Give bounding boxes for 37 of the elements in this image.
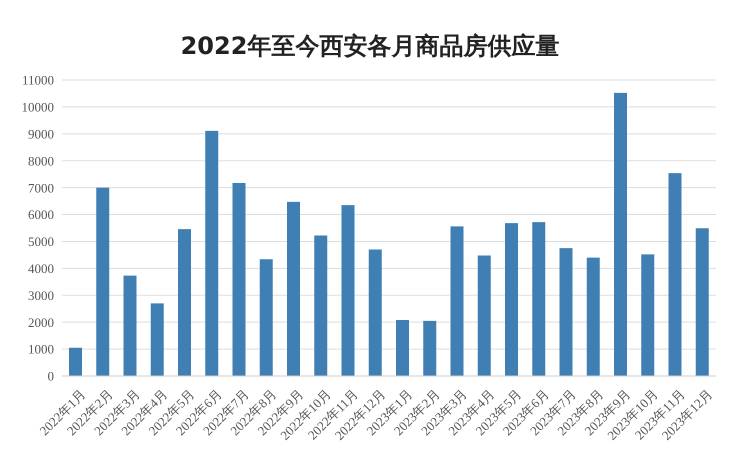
y-tick-label: 4000 xyxy=(28,260,54,276)
bar xyxy=(178,229,191,376)
bar xyxy=(423,320,436,376)
bar xyxy=(614,92,627,376)
bar xyxy=(232,183,246,376)
y-tick-label: 3000 xyxy=(28,288,54,303)
y-tick-label: 6000 xyxy=(28,207,54,222)
bar xyxy=(450,226,464,376)
bar xyxy=(668,173,682,376)
bar xyxy=(696,228,709,376)
y-tick-label: 9000 xyxy=(28,126,54,142)
y-tick-label: 10000 xyxy=(22,100,54,115)
chart-title: 2022年至今西安各月商品房供应量 xyxy=(180,31,560,60)
bar xyxy=(505,223,518,376)
y-tick-label: 2000 xyxy=(28,314,54,330)
bar xyxy=(287,202,300,376)
y-tick-label: 5000 xyxy=(28,234,54,250)
bar xyxy=(342,205,354,376)
y-tick-label: 8000 xyxy=(28,153,54,168)
bar xyxy=(560,248,572,376)
bar xyxy=(96,188,110,376)
bar xyxy=(205,130,218,376)
y-tick-label: 1000 xyxy=(28,342,54,357)
bar xyxy=(396,320,409,376)
bar xyxy=(478,255,491,376)
y-tick-label: 0 xyxy=(48,368,54,384)
y-tick-label: 7000 xyxy=(28,180,54,196)
bar xyxy=(368,250,382,376)
bar xyxy=(532,222,546,376)
y-tick-label: 11000 xyxy=(22,72,54,88)
bar xyxy=(586,258,600,376)
bar xyxy=(124,276,136,376)
bar xyxy=(260,259,273,376)
bar xyxy=(314,236,328,376)
bar xyxy=(150,303,164,376)
bar xyxy=(69,348,82,376)
bar xyxy=(641,254,654,376)
